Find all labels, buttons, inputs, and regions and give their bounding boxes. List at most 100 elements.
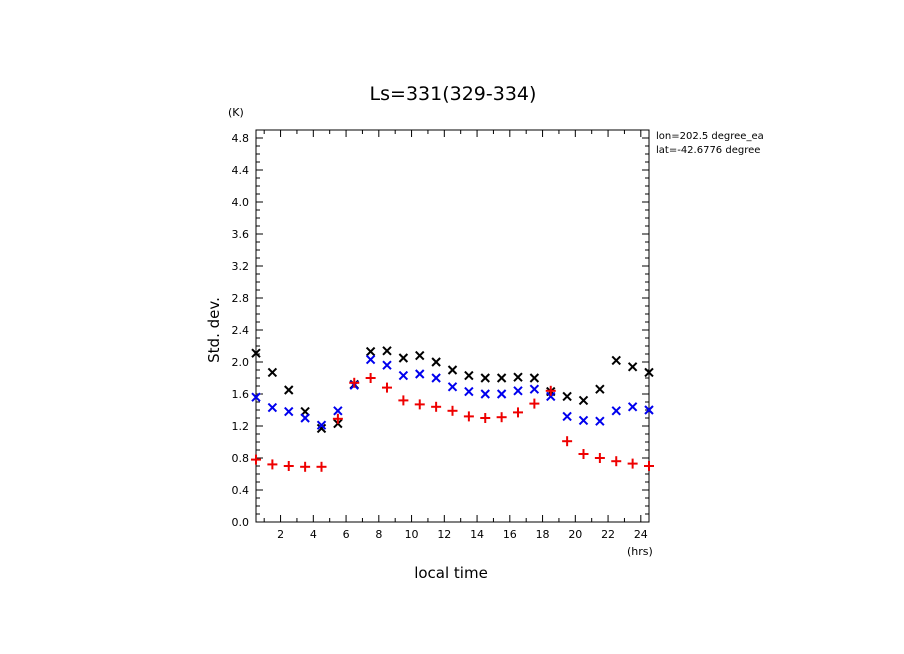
x-tick-label: 14 [470,528,484,541]
data-point-series-0 [431,357,441,367]
data-point-series-2 [545,385,556,396]
data-point-series-0 [365,346,376,357]
x-tick-label: 6 [343,528,350,541]
chart-title: Ls=331(329-334) [370,83,537,105]
data-point-series-2 [316,461,327,472]
x-tick-label: 20 [568,528,582,541]
data-point-series-1 [431,373,441,383]
data-point-series-1 [447,382,458,392]
x-axis-label: local time [414,564,488,582]
y-tick-label: 2.0 [232,356,250,369]
data-point-series-0 [251,348,261,358]
data-point-series-0 [513,372,523,382]
data-point-series-1 [365,354,376,365]
y-tick-label: 4.8 [232,132,250,145]
x-tick-label: 16 [503,528,517,541]
data-point-series-0 [611,355,621,366]
annotation-lon: lon=202.5 degree_ea [656,131,764,142]
data-point-series-2 [398,395,409,406]
y-tick-label: 2.4 [232,324,250,337]
data-point-series-2 [611,456,622,467]
data-point-series-1 [300,413,310,423]
data-point-series-0 [382,346,392,356]
data-point-series-1 [627,402,638,412]
data-point-series-2 [332,413,343,424]
y-unit-label: (K) [228,106,244,119]
data-point-series-2 [382,382,392,393]
data-point-series-2 [627,458,638,469]
data-point-series-1 [382,360,392,370]
data-point-series-2 [414,399,425,410]
y-tick-label: 3.2 [232,260,250,273]
data-point-series-2 [463,411,474,422]
data-point-series-2 [644,461,654,471]
data-point-series-1 [562,411,572,422]
data-point-series-2 [562,436,573,447]
data-point-series-1 [496,389,507,399]
data-point-series-0 [447,365,458,375]
data-point-series-0 [627,362,638,372]
plot-frame [255,129,650,523]
y-tick-label: 0.0 [232,516,250,529]
data-point-series-2 [513,407,523,418]
data-point-series-2 [480,413,491,423]
data-point-series-1 [398,370,409,381]
x-tick-label: 4 [310,528,317,541]
y-tick-label: 4.0 [232,196,250,209]
data-point-series-1 [529,384,540,394]
data-point-series-1 [415,369,425,379]
data-point-series-2 [300,461,311,472]
data-marks [251,346,654,472]
y-tick-label: 1.2 [232,420,250,433]
data-point-series-1 [611,406,621,416]
data-point-series-1 [333,406,343,416]
data-point-series-2 [365,373,376,383]
y-tick-label: 3.6 [232,228,250,241]
x-tick-label: 18 [536,528,550,541]
data-point-series-0 [595,384,605,394]
x-tick-label: 10 [405,528,419,541]
data-point-series-1 [546,391,556,402]
data-point-series-0 [529,373,540,383]
data-point-series-2 [283,461,294,471]
data-point-series-1 [284,406,294,417]
data-point-series-1 [251,392,261,402]
data-point-series-2 [496,412,507,423]
data-point-series-0 [562,391,572,402]
data-point-series-1 [316,420,327,430]
y-tick-label: 4.4 [232,164,250,177]
axis-ticks: 2 4 6 8 10 12 14 16 18 20 22 240.00.40.81.21.62.02.… [232,130,649,541]
data-point-series-2 [251,454,261,465]
data-point-series-2 [578,449,589,459]
data-point-series-2 [447,405,458,416]
x-unit-label: (hrs) [627,545,653,558]
x-tick-label: 22 [601,528,615,541]
x-tick-label: 24 [634,528,648,541]
data-point-series-2 [594,453,605,463]
data-point-series-1 [267,402,278,413]
annotation-lat: lat=-42.6776 degree [656,145,760,156]
y-axis-label: Std. dev. [205,297,223,363]
data-point-series-1 [595,416,605,426]
data-point-series-1 [578,415,589,426]
x-tick-label: 2 [277,528,284,541]
data-point-series-0 [398,353,409,363]
y-tick-label: 0.4 [232,484,250,497]
data-point-series-2 [349,377,360,388]
data-point-series-0 [578,395,589,406]
data-point-series-1 [480,389,490,399]
data-point-series-2 [431,401,442,412]
x-tick-label: 12 [437,528,451,541]
data-point-series-0 [480,373,490,383]
data-point-series-2 [529,398,540,409]
data-point-series-0 [267,367,278,378]
x-tick-label: 8 [375,528,382,541]
data-point-series-0 [496,373,507,383]
data-point-series-2 [267,459,278,470]
data-point-series-1 [464,386,474,397]
y-tick-label: 0.8 [232,452,250,465]
data-point-series-1 [644,405,654,415]
y-tick-label: 1.6 [232,388,250,401]
y-tick-label: 2.8 [232,292,250,305]
